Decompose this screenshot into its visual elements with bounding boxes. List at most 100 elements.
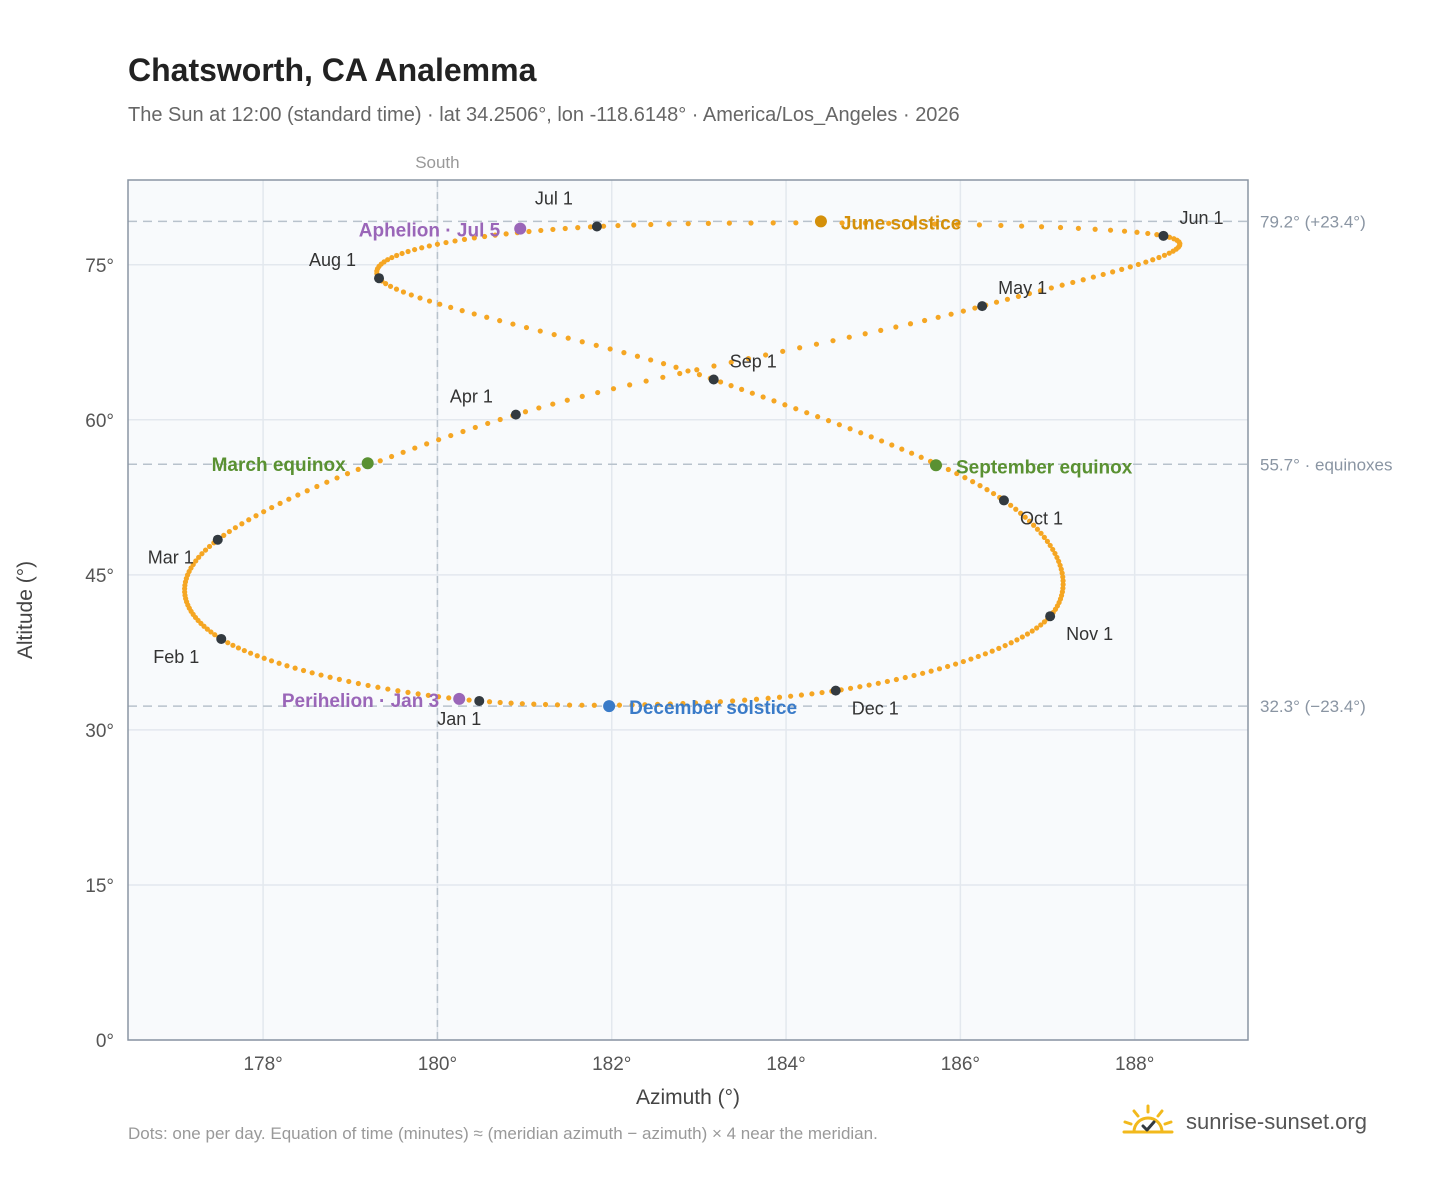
daily-dot <box>694 367 700 373</box>
month-marker <box>474 695 485 706</box>
daily-dot <box>248 650 254 656</box>
daily-dot <box>660 361 667 367</box>
daily-dot <box>1019 223 1025 229</box>
month-marker <box>216 633 227 644</box>
x-axis-label: Azimuth (°) <box>636 1086 740 1109</box>
month-marker-label: Jun 1 <box>1179 208 1223 228</box>
daily-dot <box>208 629 214 635</box>
daily-dot <box>878 438 885 444</box>
daily-dot <box>484 314 490 320</box>
brand-link[interactable]: sunrise-sunset.org <box>1120 1102 1367 1142</box>
daily-dot <box>1143 259 1149 265</box>
daily-dot <box>945 663 951 670</box>
daily-dot <box>1019 634 1025 640</box>
reference-line-label: 55.7° · equinoxes <box>1260 455 1393 474</box>
daily-dot <box>1029 628 1035 634</box>
month-marker-label: Nov 1 <box>1066 624 1113 644</box>
reference-line-label: 79.2° (+23.4°) <box>1260 212 1366 231</box>
daily-dot <box>1156 254 1162 261</box>
daily-dot <box>771 398 777 404</box>
event-label: June solstice <box>841 213 961 234</box>
daily-dot <box>425 692 431 698</box>
daily-dot <box>503 231 509 237</box>
daily-dot <box>286 496 292 502</box>
daily-dot <box>1014 637 1020 643</box>
daily-dot <box>970 479 976 485</box>
daily-dot <box>815 414 821 420</box>
daily-dot <box>797 345 803 351</box>
daily-dot <box>692 700 699 706</box>
month-marker <box>830 685 841 696</box>
daily-dot <box>1059 570 1065 576</box>
daily-dot <box>667 701 673 707</box>
daily-dot <box>395 688 401 694</box>
daily-dot <box>276 660 282 666</box>
event-marker <box>929 459 942 472</box>
daily-dot <box>327 674 333 680</box>
daily-dot <box>902 674 908 681</box>
daily-dot <box>575 225 581 231</box>
daily-dot <box>1015 293 1022 300</box>
daily-dot <box>284 663 290 669</box>
daily-dot <box>1135 261 1141 268</box>
daily-dot <box>909 221 915 227</box>
daily-dot <box>394 252 400 259</box>
daily-dot <box>1044 538 1051 544</box>
daily-dot <box>1119 266 1125 272</box>
daily-dot <box>616 702 623 708</box>
daily-dot <box>550 226 556 233</box>
daily-dot <box>1004 296 1011 302</box>
daily-dot <box>1127 264 1133 270</box>
daily-dot <box>813 341 820 347</box>
daily-dot <box>1038 224 1045 230</box>
daily-dot <box>437 301 443 307</box>
daily-dot <box>1054 554 1060 561</box>
daily-dot <box>424 441 430 447</box>
month-marker-label: Apr 1 <box>450 387 493 407</box>
daily-dot <box>793 220 799 226</box>
event-marker <box>603 700 616 713</box>
chart-title: Chatsworth, CA Analemma <box>128 52 537 88</box>
daily-dot <box>471 235 477 241</box>
daily-dot <box>387 283 394 289</box>
daily-dot <box>212 632 218 638</box>
daily-dot <box>793 406 799 412</box>
daily-dot <box>989 648 995 654</box>
daily-dot <box>960 658 966 665</box>
daily-dot <box>565 335 571 341</box>
daily-dot <box>1060 574 1066 580</box>
month-marker <box>708 374 719 385</box>
month-marker-label: Mar 1 <box>148 548 194 568</box>
daily-dot <box>1150 257 1156 263</box>
daily-dot <box>1008 640 1014 646</box>
daily-dot <box>745 356 752 362</box>
daily-dot <box>426 298 433 304</box>
event-label: March equinox <box>212 455 347 476</box>
daily-dot <box>448 304 454 310</box>
daily-dot <box>466 697 472 703</box>
daily-dot <box>862 220 869 226</box>
daily-dot <box>492 232 498 238</box>
daily-dot <box>277 500 283 506</box>
daily-dot <box>261 655 267 661</box>
month-marker <box>1045 611 1056 622</box>
reference-line-label: 32.3° (−23.4°) <box>1260 697 1366 716</box>
daily-dot <box>497 699 503 706</box>
y-tick-label: 30° <box>85 721 114 742</box>
daily-dot <box>309 670 315 676</box>
daily-dot <box>1060 578 1066 584</box>
daily-dot <box>819 689 825 696</box>
event-label: Aphelion · Jul 5 <box>359 221 501 242</box>
daily-dot <box>1022 514 1028 520</box>
daily-dot <box>685 368 691 374</box>
daily-dot <box>788 693 794 699</box>
daily-dot <box>1154 232 1160 238</box>
daily-dot <box>1100 271 1106 278</box>
daily-dot <box>1024 631 1031 637</box>
daily-dot <box>660 374 666 380</box>
x-tick-label: 178° <box>243 1054 282 1075</box>
daily-dot <box>415 691 421 697</box>
daily-dot <box>388 453 395 460</box>
month-marker <box>591 221 602 232</box>
daily-dot <box>336 676 342 682</box>
